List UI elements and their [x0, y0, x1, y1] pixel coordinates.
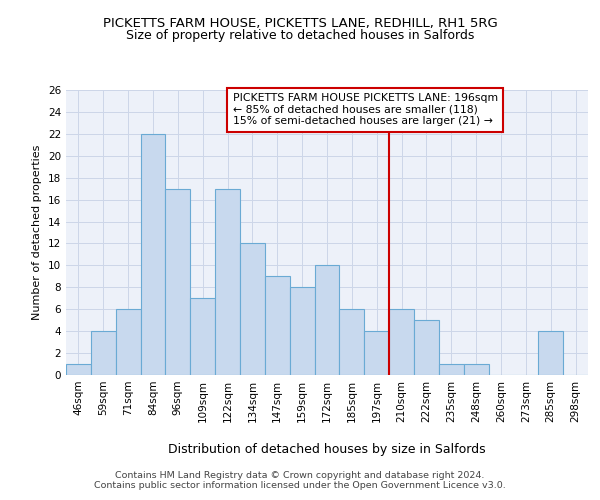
Bar [538, 331, 563, 375]
Text: PICKETTS FARM HOUSE PICKETTS LANE: 196sqm
← 85% of detached houses are smaller (: PICKETTS FARM HOUSE PICKETTS LANE: 196sq… [233, 94, 497, 126]
Bar [166, 188, 190, 375]
Bar [215, 188, 240, 375]
Bar [340, 309, 364, 375]
Bar [364, 331, 389, 375]
Text: PICKETTS FARM HOUSE, PICKETTS LANE, REDHILL, RH1 5RG: PICKETTS FARM HOUSE, PICKETTS LANE, REDH… [103, 18, 497, 30]
Bar [190, 298, 215, 375]
Bar [240, 244, 265, 375]
Bar [265, 276, 290, 375]
Bar [464, 364, 488, 375]
Bar [140, 134, 166, 375]
Bar [314, 266, 340, 375]
Y-axis label: Number of detached properties: Number of detached properties [32, 145, 43, 320]
Bar [290, 288, 314, 375]
Bar [439, 364, 464, 375]
Bar [116, 309, 140, 375]
Bar [414, 320, 439, 375]
Bar [91, 331, 116, 375]
Bar [389, 309, 414, 375]
Text: Size of property relative to detached houses in Salfords: Size of property relative to detached ho… [126, 29, 474, 42]
Bar [66, 364, 91, 375]
Text: Contains HM Land Registry data © Crown copyright and database right 2024.
Contai: Contains HM Land Registry data © Crown c… [94, 470, 506, 490]
Text: Distribution of detached houses by size in Salfords: Distribution of detached houses by size … [168, 442, 486, 456]
